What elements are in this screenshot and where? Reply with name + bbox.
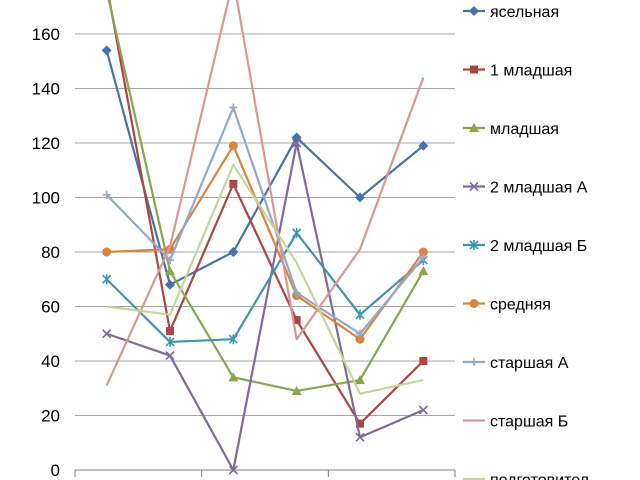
series-lines bbox=[101, 0, 429, 475]
data-point bbox=[418, 405, 428, 415]
series-line bbox=[105, 106, 425, 335]
data-point bbox=[355, 375, 365, 385]
data-point bbox=[165, 279, 175, 290]
series-line bbox=[108, 0, 425, 425]
series-6 bbox=[102, 103, 428, 338]
series-line bbox=[106, 141, 424, 472]
y-tick-label: 120 bbox=[32, 134, 60, 153]
y-tick-label: 100 bbox=[32, 189, 60, 208]
data-point bbox=[356, 329, 364, 338]
data-point bbox=[165, 350, 175, 361]
series-line bbox=[106, 163, 424, 395]
data-point bbox=[291, 385, 302, 395]
data-point bbox=[419, 253, 428, 262]
data-point bbox=[228, 141, 238, 151]
data-point bbox=[418, 266, 429, 276]
legend-marker bbox=[469, 299, 479, 308]
legend-label: ясельная bbox=[490, 4, 559, 21]
data-point bbox=[228, 372, 239, 382]
axes: 0 20 40 60 80 100 120 140 160 bbox=[32, 25, 456, 480]
y-tick-label: 20 bbox=[41, 407, 60, 426]
data-point bbox=[102, 274, 112, 285]
series-line bbox=[105, 231, 425, 344]
legend-marker bbox=[469, 240, 479, 250]
legend-item: младшая bbox=[463, 121, 559, 138]
data-point bbox=[355, 192, 365, 203]
legend-label: младшая bbox=[490, 121, 559, 138]
y-tick-label: 80 bbox=[41, 243, 60, 262]
legend-item: 1 младшая bbox=[463, 63, 572, 80]
data-point bbox=[228, 334, 238, 345]
series-1 bbox=[108, 0, 428, 428]
data-point bbox=[229, 103, 238, 112]
data-point bbox=[101, 45, 112, 56]
data-point bbox=[418, 140, 429, 151]
data-point bbox=[355, 309, 365, 320]
legend-item: ясельная bbox=[463, 4, 559, 21]
series-0 bbox=[101, 45, 429, 290]
data-point bbox=[102, 247, 112, 257]
series-line bbox=[105, 50, 425, 286]
data-point bbox=[228, 465, 238, 475]
series-2 bbox=[107, 0, 429, 395]
data-point bbox=[419, 357, 428, 365]
series-line bbox=[107, 0, 425, 393]
legend-marker bbox=[470, 65, 478, 74]
series-8 bbox=[106, 163, 424, 395]
data-point bbox=[165, 266, 175, 276]
legend-label: 1 младшая bbox=[490, 63, 572, 80]
data-point bbox=[292, 316, 301, 325]
series-3 bbox=[102, 138, 428, 475]
legend-label: средняя bbox=[490, 297, 551, 314]
legend-label: старшая А bbox=[490, 355, 569, 372]
legend: ясельная 1 младшая младшая 2 младшая А 2 мла… bbox=[463, 4, 589, 480]
y-tick-label: 60 bbox=[41, 298, 60, 317]
data-point bbox=[166, 256, 174, 265]
data-point bbox=[292, 288, 301, 297]
data-point bbox=[102, 329, 112, 339]
legend-marker bbox=[469, 123, 479, 132]
legend-item: старшая Б bbox=[463, 414, 568, 431]
data-point bbox=[355, 334, 365, 344]
legend-label: 2 младшая А bbox=[490, 180, 588, 197]
legend-label: 2 младшая Б bbox=[490, 238, 587, 255]
y-tick-label: 0 bbox=[51, 461, 60, 480]
data-point bbox=[292, 227, 302, 238]
data-point bbox=[228, 247, 239, 257]
y-tick-label: 140 bbox=[32, 80, 60, 99]
legend-item: старшая А bbox=[463, 355, 569, 372]
legend-item: подготовител bbox=[463, 472, 589, 480]
legend-label: подготовител bbox=[490, 472, 589, 480]
y-tick-label: 160 bbox=[32, 25, 60, 44]
data-point bbox=[355, 432, 365, 442]
legend-item: средняя bbox=[463, 297, 551, 314]
data-point bbox=[229, 179, 238, 188]
series-line bbox=[105, 0, 425, 386]
data-point bbox=[418, 247, 428, 257]
legend-label: старшая Б bbox=[490, 414, 568, 431]
data-point bbox=[166, 327, 174, 336]
data-point bbox=[356, 419, 364, 428]
gridlines bbox=[75, 33, 455, 416]
legend-marker bbox=[469, 181, 479, 192]
legend-marker bbox=[469, 6, 479, 16]
legend-marker bbox=[470, 358, 478, 366]
series-7 bbox=[105, 0, 425, 386]
data-point bbox=[165, 336, 175, 347]
legend-item: 2 младшая Б bbox=[463, 238, 587, 255]
data-point bbox=[102, 190, 111, 199]
y-tick-label: 40 bbox=[41, 352, 60, 371]
legend-item: 2 младшая А bbox=[463, 180, 588, 197]
data-point bbox=[292, 138, 302, 148]
